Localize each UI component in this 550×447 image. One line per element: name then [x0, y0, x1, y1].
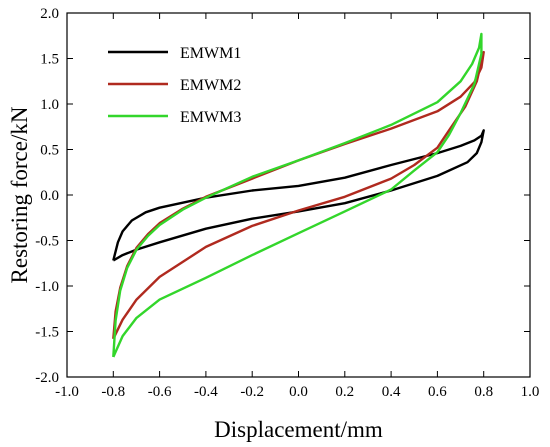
- x-tick-label: -0.4: [194, 384, 218, 400]
- series-line-emwm1: [112, 129, 485, 262]
- x-axis-title: Displacement/mm: [214, 417, 383, 442]
- plot-series-group: [112, 32, 485, 358]
- x-tick-label: 0.8: [474, 384, 493, 400]
- legend: EMWM1 EMWM2 EMWM3: [108, 45, 241, 126]
- y-tick-label: 2.0: [40, 6, 59, 22]
- y-axis-title: Restoring force/kN: [7, 106, 32, 283]
- x-tick-label: 0.6: [428, 384, 447, 400]
- x-tick-label: 0.4: [382, 384, 401, 400]
- y-tick-label: 1.5: [40, 52, 59, 68]
- plot-frame: [66, 12, 531, 378]
- y-tick-label: -2.0: [35, 370, 59, 386]
- legend-label: EMWM2: [180, 77, 241, 94]
- y-axis: -2.0 -1.5 -1.0 -0.5 0.0 0.5 1.0 1.5 2.0: [35, 6, 530, 386]
- series-line-emwm3: [112, 32, 483, 358]
- series-line-emwm2: [112, 50, 485, 340]
- x-tick-label: 0.2: [335, 384, 354, 400]
- x-tick-label: -0.8: [101, 384, 125, 400]
- x-tick-label: -0.2: [240, 384, 264, 400]
- x-axis: -1.0 -0.8 -0.6 -0.4 -0.2 0.0 0.2 0.4 0.6 0.8 1.0: [55, 13, 539, 400]
- x-tick-label: -1.0: [55, 384, 79, 400]
- x-tick-label: 0.0: [289, 384, 308, 400]
- legend-label: EMWM1: [180, 45, 241, 62]
- y-tick-label: 0.0: [40, 188, 59, 204]
- x-tick-label: 1.0: [521, 384, 540, 400]
- y-tick-label: 0.5: [40, 143, 59, 159]
- y-tick-label: -0.5: [35, 234, 59, 250]
- y-tick-label: -1.5: [35, 325, 59, 341]
- y-tick-label: 1.0: [40, 97, 59, 113]
- legend-label: EMWM3: [180, 109, 241, 126]
- x-tick-label: -0.6: [148, 384, 172, 400]
- y-tick-label: -1.0: [35, 279, 59, 295]
